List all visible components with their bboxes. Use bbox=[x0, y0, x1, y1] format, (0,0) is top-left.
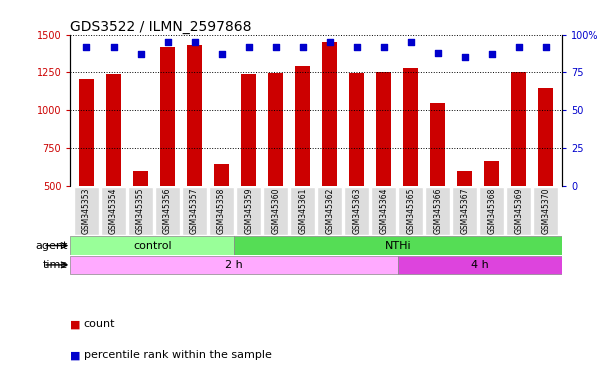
Text: control: control bbox=[133, 241, 172, 251]
Point bbox=[82, 44, 92, 50]
Bar bbox=[511, 73, 526, 186]
Bar bbox=[403, 68, 418, 186]
Point bbox=[189, 39, 199, 45]
FancyBboxPatch shape bbox=[371, 187, 396, 235]
Point bbox=[541, 44, 551, 50]
Point bbox=[379, 44, 389, 50]
Text: GSM345367: GSM345367 bbox=[460, 188, 469, 234]
Text: GSM345360: GSM345360 bbox=[271, 188, 280, 234]
FancyBboxPatch shape bbox=[480, 187, 504, 235]
Point bbox=[298, 44, 307, 50]
Bar bbox=[106, 74, 121, 186]
Point bbox=[433, 50, 443, 56]
Point bbox=[487, 51, 497, 57]
Text: GSM345355: GSM345355 bbox=[136, 188, 145, 234]
FancyBboxPatch shape bbox=[70, 236, 234, 255]
Text: GSM345366: GSM345366 bbox=[433, 188, 442, 234]
Point bbox=[109, 44, 119, 50]
Bar bbox=[268, 73, 283, 186]
Text: GSM345356: GSM345356 bbox=[163, 188, 172, 234]
Bar bbox=[458, 171, 472, 186]
Text: GSM345358: GSM345358 bbox=[217, 188, 226, 234]
Point bbox=[217, 51, 227, 57]
FancyBboxPatch shape bbox=[155, 187, 180, 235]
Bar bbox=[376, 73, 391, 186]
Point bbox=[514, 44, 524, 50]
FancyBboxPatch shape bbox=[398, 256, 562, 274]
Point bbox=[460, 54, 470, 60]
Point bbox=[271, 44, 280, 50]
FancyBboxPatch shape bbox=[507, 187, 532, 235]
Point bbox=[352, 44, 362, 50]
Bar bbox=[241, 74, 256, 186]
Bar bbox=[485, 161, 499, 186]
Text: ■: ■ bbox=[70, 350, 84, 360]
FancyBboxPatch shape bbox=[533, 187, 558, 235]
FancyBboxPatch shape bbox=[209, 187, 234, 235]
FancyBboxPatch shape bbox=[452, 187, 477, 235]
Text: agent: agent bbox=[35, 241, 68, 251]
FancyBboxPatch shape bbox=[425, 187, 450, 235]
FancyBboxPatch shape bbox=[398, 187, 423, 235]
Text: GSM345354: GSM345354 bbox=[109, 188, 118, 234]
Text: GSM345361: GSM345361 bbox=[298, 188, 307, 234]
Text: GSM345369: GSM345369 bbox=[514, 188, 524, 234]
Text: GSM345357: GSM345357 bbox=[190, 188, 199, 234]
FancyBboxPatch shape bbox=[70, 256, 398, 274]
Text: ■: ■ bbox=[70, 319, 84, 329]
Bar bbox=[214, 164, 229, 186]
Bar bbox=[430, 103, 445, 186]
Text: NTHi: NTHi bbox=[385, 241, 411, 251]
Bar bbox=[187, 45, 202, 186]
Bar bbox=[295, 66, 310, 186]
Text: GSM345365: GSM345365 bbox=[406, 188, 415, 234]
FancyBboxPatch shape bbox=[101, 187, 126, 235]
FancyBboxPatch shape bbox=[74, 187, 99, 235]
FancyBboxPatch shape bbox=[263, 187, 288, 235]
Text: GSM345353: GSM345353 bbox=[82, 188, 91, 234]
Text: time: time bbox=[43, 260, 68, 270]
Text: GDS3522 / ILMN_2597868: GDS3522 / ILMN_2597868 bbox=[70, 20, 252, 33]
FancyBboxPatch shape bbox=[128, 187, 153, 235]
Text: GSM345368: GSM345368 bbox=[488, 188, 496, 234]
Text: count: count bbox=[84, 319, 115, 329]
Text: GSM345370: GSM345370 bbox=[541, 188, 551, 234]
Text: GSM345362: GSM345362 bbox=[325, 188, 334, 234]
Bar bbox=[538, 88, 554, 186]
FancyBboxPatch shape bbox=[345, 187, 369, 235]
Bar bbox=[133, 171, 148, 186]
Text: 2 h: 2 h bbox=[225, 260, 243, 270]
Bar bbox=[322, 42, 337, 186]
Text: GSM345364: GSM345364 bbox=[379, 188, 388, 234]
Point bbox=[163, 39, 172, 45]
Text: percentile rank within the sample: percentile rank within the sample bbox=[84, 350, 271, 360]
Point bbox=[244, 44, 254, 50]
FancyBboxPatch shape bbox=[236, 187, 261, 235]
FancyBboxPatch shape bbox=[290, 187, 315, 235]
Text: GSM345363: GSM345363 bbox=[352, 188, 361, 234]
Text: 4 h: 4 h bbox=[471, 260, 489, 270]
Bar bbox=[160, 47, 175, 186]
Point bbox=[325, 39, 335, 45]
Point bbox=[136, 51, 145, 57]
Text: GSM345359: GSM345359 bbox=[244, 188, 253, 234]
FancyBboxPatch shape bbox=[234, 236, 562, 255]
Bar bbox=[79, 79, 94, 186]
Bar bbox=[349, 73, 364, 186]
FancyBboxPatch shape bbox=[317, 187, 342, 235]
FancyBboxPatch shape bbox=[182, 187, 207, 235]
Point bbox=[406, 39, 415, 45]
